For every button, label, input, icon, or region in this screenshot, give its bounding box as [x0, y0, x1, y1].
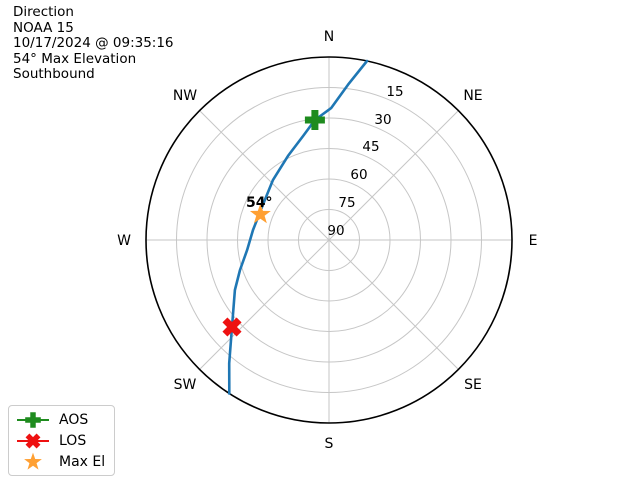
legend-item-los: LOS — [14, 430, 105, 451]
x-icon — [222, 317, 242, 337]
header-line-max-el: 54° Max Elevation — [13, 50, 137, 67]
grid-ring-45 — [237, 148, 421, 332]
radial-tick-75: 75 — [338, 195, 356, 211]
aos-marker — [304, 110, 325, 130]
compass-label-se: SE — [464, 377, 482, 393]
compass-label-s: S — [324, 436, 334, 452]
legend-item-max-el: Max El — [14, 451, 105, 472]
aos-plus-icon — [17, 411, 49, 428]
polar-grid — [146, 57, 512, 423]
radial-tick-30: 30 — [374, 112, 392, 128]
star-icon — [24, 452, 42, 470]
x-icon — [25, 433, 41, 448]
grid-ring-30 — [206, 117, 452, 363]
legend-label-max-el: Max El — [59, 453, 106, 470]
legend-item-aos: AOS — [14, 409, 105, 430]
compass-label-ne: NE — [463, 88, 483, 104]
compass-label-e: E — [528, 233, 538, 249]
grid-ring-60 — [267, 178, 391, 302]
plus-icon — [304, 110, 325, 130]
header-line-satellite: NOAA 15 — [13, 19, 74, 36]
header-line-timestamp: 10/17/2024 @ 09:35:16 — [13, 35, 174, 52]
plus-icon — [25, 411, 41, 428]
legend-box: AOS LOS Max El — [8, 405, 116, 476]
pass-info-header: Direction NOAA 15 10/17/2024 @ 09:35:16 … — [13, 4, 174, 83]
los-marker — [222, 317, 242, 337]
compass-label-sw: SW — [173, 377, 197, 393]
grid-ring-75 — [298, 209, 360, 271]
compass-label-w: W — [117, 233, 131, 249]
legend-label-aos: AOS — [59, 411, 89, 428]
los-x-icon — [17, 433, 49, 448]
compass-label-n: N — [323, 29, 335, 45]
radial-tick-45: 45 — [362, 139, 380, 155]
compass-label-nw: NW — [172, 88, 198, 104]
grid-ring-15 — [176, 87, 482, 393]
radial-tick-60: 60 — [350, 167, 368, 183]
header-line-direction: Southbound — [13, 66, 95, 83]
max-el-marker — [249, 203, 271, 224]
star-icon — [249, 203, 271, 224]
pass-trajectory-line — [227, 59, 369, 395]
radial-tick-90: 90 — [327, 223, 345, 239]
radial-tick-15: 15 — [386, 84, 404, 100]
header-line-title: Direction — [13, 4, 74, 20]
max-el-star-icon — [24, 452, 42, 470]
horizon-outline-circle — [145, 56, 513, 424]
legend-label-los: LOS — [59, 432, 87, 449]
max-el-annotation: 54° — [246, 195, 273, 211]
